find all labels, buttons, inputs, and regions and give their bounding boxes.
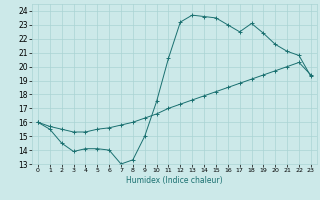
X-axis label: Humidex (Indice chaleur): Humidex (Indice chaleur) (126, 176, 223, 185)
